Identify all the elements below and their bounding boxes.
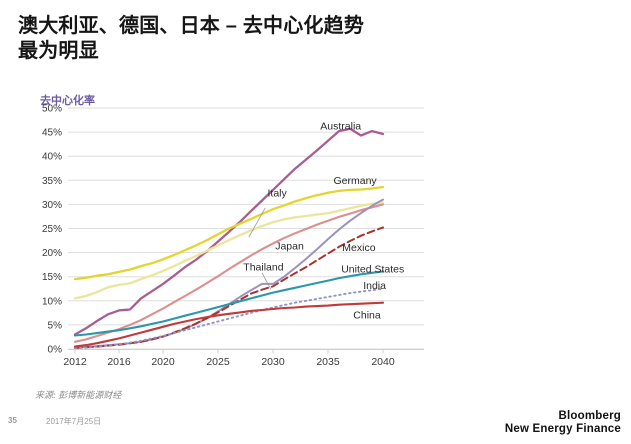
y-tick-label: 50% <box>42 104 62 115</box>
x-tick-label: 2040 <box>371 356 395 368</box>
slide-title: 澳大利亚、德国、日本 – 去中心化趋势 最为明显 <box>18 14 448 64</box>
chart-title: 去中心化率 <box>40 95 95 107</box>
slide-date: 2017年7月25日 <box>46 417 102 426</box>
series-label-thailand: Thailand <box>243 261 283 273</box>
series-callout-italy <box>248 207 266 238</box>
x-tick-label: 2035 <box>316 356 340 368</box>
series-label-germany: Germany <box>334 175 378 187</box>
x-tick-label: 2016 <box>107 356 131 368</box>
series-label-italy: Italy <box>268 188 288 200</box>
series-line-china <box>73 301 385 348</box>
decentralization-line-chart: 0% 5% 10% 15% 20% 25% 30% 35% 40% 45% 50% 2012 2016 2… <box>42 104 424 368</box>
x-tick-label: 2025 <box>206 356 230 368</box>
series-label-united-states: United States <box>341 263 404 275</box>
slide-title-line2: 最为明显 <box>18 40 99 62</box>
y-tick-label: 5% <box>48 320 63 331</box>
y-tick-label: 40% <box>42 152 62 163</box>
y-tick-label: 45% <box>42 128 62 139</box>
series-line-japan <box>73 203 385 343</box>
series-line-thailand <box>74 226 384 349</box>
series-label-mexico: Mexico <box>342 242 375 254</box>
series-line-india <box>74 287 384 349</box>
source-note: 来源: 彭博新能源财经 <box>35 390 122 400</box>
y-tick-label: 35% <box>42 176 62 187</box>
x-tick-label: 2020 <box>151 356 175 368</box>
series-line-germany <box>73 185 385 281</box>
series-line-australia <box>73 127 385 336</box>
y-tick-label: 25% <box>42 224 62 235</box>
series-label-china: China <box>353 310 381 322</box>
y-tick-label: 15% <box>42 272 62 283</box>
series-line-united-states <box>73 270 385 337</box>
series-label-india: India <box>363 280 386 292</box>
y-tick-label: 30% <box>42 200 62 211</box>
x-tick-label: 2030 <box>261 356 285 368</box>
y-tick-label: 0% <box>48 345 63 356</box>
bnef-logo-line2: New Energy Finance <box>504 422 621 435</box>
bnef-logo: Bloomberg New Energy Finance <box>505 410 621 436</box>
x-tick-label: 2012 <box>63 356 87 368</box>
series-callout-thailand <box>261 272 272 290</box>
page-number: 35 <box>8 416 17 425</box>
bnef-logo-line1: Bloomberg <box>558 409 621 422</box>
y-tick-label: 10% <box>42 296 62 307</box>
y-tick-label: 20% <box>42 248 62 259</box>
series-label-australia: Australia <box>320 121 361 133</box>
slide-title-line1: 澳大利亚、德国、日本 – 去中心化趋势 <box>18 15 365 37</box>
series-line-italy <box>73 201 385 300</box>
series-label-japan: Japan <box>275 241 304 253</box>
